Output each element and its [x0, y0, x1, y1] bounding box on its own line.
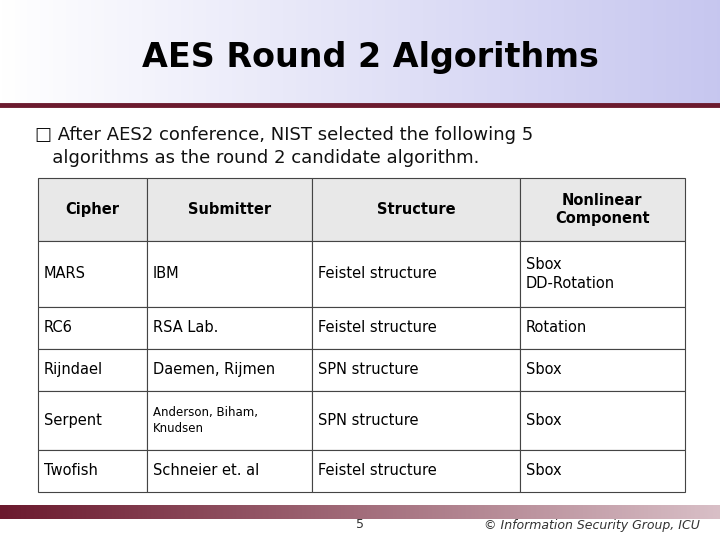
Text: Feistel structure: Feistel structure: [318, 463, 437, 478]
Bar: [38, 241, 147, 307]
Text: Serpent: Serpent: [44, 413, 102, 428]
Text: Submitter: Submitter: [188, 202, 271, 217]
Text: algorithms as the round 2 candidate algorithm.: algorithms as the round 2 candidate algo…: [35, 149, 480, 167]
Text: Anderson, Biham,
Knudsen: Anderson, Biham, Knudsen: [153, 406, 258, 435]
Text: Nonlinear
Component: Nonlinear Component: [555, 193, 649, 226]
Text: SPN structure: SPN structure: [318, 362, 419, 377]
Bar: [312, 450, 520, 492]
Bar: [38, 391, 147, 450]
Bar: [38, 178, 147, 241]
Text: RC6: RC6: [44, 320, 73, 335]
Text: Sbox: Sbox: [526, 362, 562, 377]
Text: Twofish: Twofish: [44, 463, 98, 478]
Bar: [312, 349, 520, 391]
Bar: [38, 450, 147, 492]
Text: Rotation: Rotation: [526, 320, 587, 335]
Bar: [147, 349, 312, 391]
Text: Feistel structure: Feistel structure: [318, 266, 437, 281]
Text: RSA Lab.: RSA Lab.: [153, 320, 218, 335]
Bar: [520, 307, 685, 349]
Bar: [147, 391, 312, 450]
Bar: [147, 241, 312, 307]
Bar: [312, 391, 520, 450]
Text: Sbox
DD-Rotation: Sbox DD-Rotation: [526, 257, 615, 291]
Text: Cipher: Cipher: [66, 202, 120, 217]
Text: Daemen, Rijmen: Daemen, Rijmen: [153, 362, 275, 377]
Bar: [520, 349, 685, 391]
Text: Sbox: Sbox: [526, 413, 562, 428]
Text: © Information Security Group, ICU: © Information Security Group, ICU: [484, 518, 700, 531]
Bar: [520, 178, 685, 241]
Text: Structure: Structure: [377, 202, 455, 217]
Bar: [312, 307, 520, 349]
Text: AES Round 2 Algorithms: AES Round 2 Algorithms: [142, 42, 598, 75]
Text: Schneier et. al: Schneier et. al: [153, 463, 259, 478]
Text: Sbox: Sbox: [526, 463, 562, 478]
Bar: [147, 450, 312, 492]
Text: Feistel structure: Feistel structure: [318, 320, 437, 335]
Bar: [312, 178, 520, 241]
Text: □ After AES2 conference, NIST selected the following 5: □ After AES2 conference, NIST selected t…: [35, 126, 534, 144]
Bar: [147, 178, 312, 241]
Text: SPN structure: SPN structure: [318, 413, 419, 428]
Text: 5: 5: [356, 518, 364, 531]
Text: IBM: IBM: [153, 266, 179, 281]
Bar: [147, 307, 312, 349]
Text: Rijndael: Rijndael: [44, 362, 103, 377]
Bar: [520, 450, 685, 492]
Bar: [312, 241, 520, 307]
Bar: [520, 391, 685, 450]
Bar: [520, 241, 685, 307]
Text: MARS: MARS: [44, 266, 86, 281]
Bar: [38, 349, 147, 391]
Bar: [38, 307, 147, 349]
